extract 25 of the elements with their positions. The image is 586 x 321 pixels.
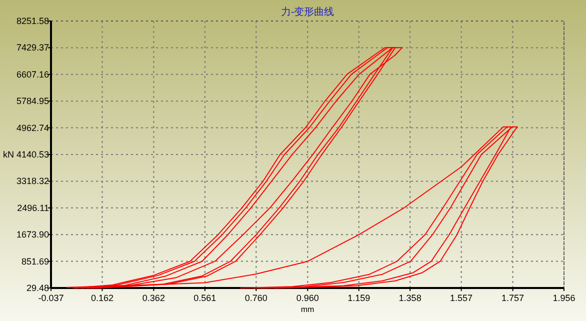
y-tick-label: 851.69 <box>21 256 49 266</box>
y-tick-label: 8251.58 <box>16 16 49 26</box>
y-tick-label: 3318.32 <box>16 176 49 186</box>
x-tick-label: 1.358 <box>398 293 422 303</box>
y-tick-label: 5784.95 <box>16 96 49 106</box>
y-tick-label: 29.48 <box>26 283 49 293</box>
x-tick-label: 0.362 <box>142 293 165 303</box>
x-tick-label: 1.956 <box>552 293 576 303</box>
y-tick-label: 4140.53 <box>16 150 49 160</box>
y-axis-title: kN <box>3 150 14 160</box>
x-tick-label: 0.162 <box>90 293 114 303</box>
x-tick-label: 1.159 <box>348 293 370 303</box>
y-tick-label: 2496.11 <box>17 202 49 213</box>
y-tick-label: 7429.37 <box>16 42 49 53</box>
y-tick-label: 4962.74 <box>16 122 49 133</box>
x-tick-label: -0.037 <box>38 293 64 303</box>
x-tick-label: 0.960 <box>296 293 319 303</box>
x-tick-label: 1.557 <box>450 293 473 303</box>
x-tick-label: 0.561 <box>194 293 216 303</box>
y-tick-label: 6607.16 <box>16 69 49 80</box>
x-axis-title: mm <box>300 305 314 314</box>
y-tick-label: 1673.90 <box>16 230 49 240</box>
x-tick-label: 0.760 <box>244 293 268 303</box>
x-tick-label: 1.757 <box>502 293 524 303</box>
chart-title: 力-变形曲线 <box>280 6 334 18</box>
